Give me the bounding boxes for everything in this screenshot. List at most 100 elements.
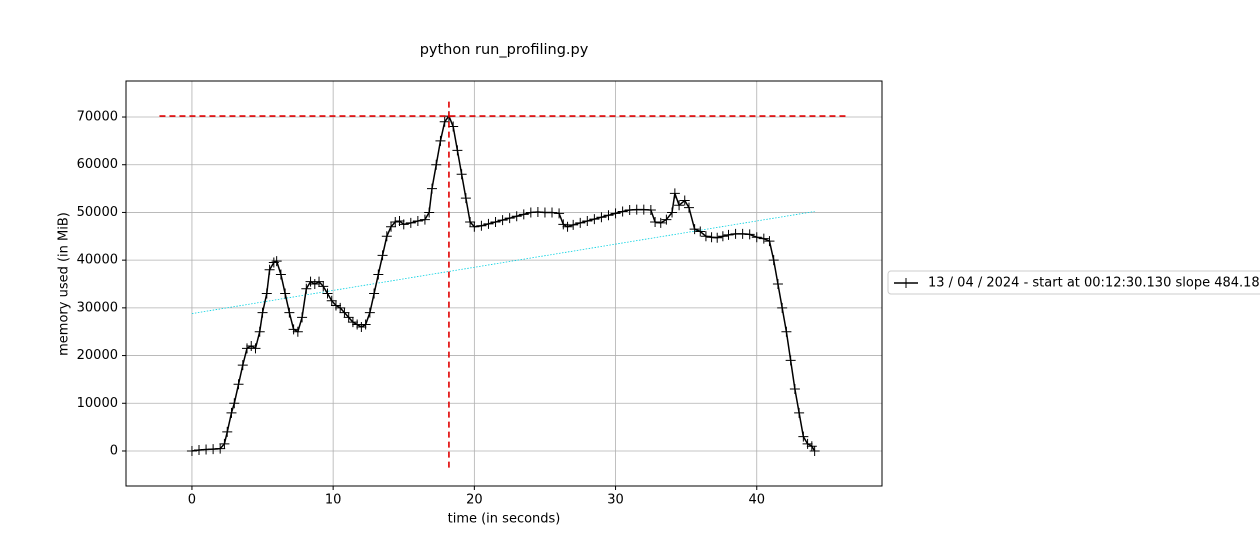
marker (603, 210, 614, 221)
marker (452, 145, 463, 156)
marker (242, 343, 253, 354)
marker (435, 135, 446, 146)
marker (518, 209, 529, 220)
marker (772, 279, 783, 290)
marker (809, 445, 820, 456)
marker (483, 218, 494, 229)
marker (712, 232, 723, 243)
y-tick-label: 0 (110, 443, 118, 458)
marker (679, 195, 690, 206)
marker (547, 207, 558, 218)
marker (275, 269, 286, 280)
marker (768, 255, 779, 266)
marker (254, 326, 265, 337)
marker (764, 236, 775, 247)
marker (669, 188, 680, 199)
marker (330, 300, 341, 311)
marker (695, 226, 706, 237)
marker (674, 200, 685, 211)
marker (476, 220, 487, 231)
marker (339, 307, 350, 318)
marker (490, 216, 501, 227)
x-tick-label: 40 (748, 493, 765, 508)
marker (297, 312, 308, 323)
marker (596, 212, 607, 223)
marker (655, 217, 666, 228)
marker (419, 214, 430, 225)
marker (264, 264, 275, 275)
marker (314, 276, 325, 287)
marker (617, 206, 628, 217)
marker (465, 216, 476, 227)
marker (426, 183, 437, 194)
marker (237, 360, 248, 371)
marker (250, 343, 261, 354)
marker (386, 221, 397, 232)
marker (789, 383, 800, 394)
marker (798, 431, 809, 442)
marker (439, 116, 450, 127)
marker (554, 208, 565, 219)
marker (309, 279, 320, 290)
marker (723, 229, 734, 240)
marker (558, 219, 569, 230)
marker (582, 216, 593, 227)
plot-frame (125, 80, 883, 487)
marker (751, 232, 762, 243)
x-tick-label: 30 (607, 493, 624, 508)
marker (781, 326, 792, 337)
marker (717, 231, 728, 242)
marker (448, 121, 459, 132)
marker (288, 324, 299, 335)
marker (806, 441, 817, 452)
marker (233, 379, 244, 390)
marker (360, 319, 371, 330)
marker (271, 256, 282, 267)
marker (226, 407, 237, 418)
marker (412, 216, 423, 227)
marker (777, 302, 788, 313)
marker (645, 205, 656, 216)
x-tick-label: 10 (325, 493, 342, 508)
marker (744, 229, 755, 240)
y-tick-label: 40000 (77, 253, 118, 268)
marker (280, 288, 291, 299)
marker (347, 317, 358, 328)
marker (667, 207, 678, 218)
marker (511, 211, 522, 222)
marker (460, 193, 471, 204)
marker (504, 213, 515, 224)
marker (186, 445, 197, 456)
marker (381, 231, 392, 242)
marker (343, 312, 354, 323)
marker (562, 221, 573, 232)
marker (322, 288, 333, 299)
marker (650, 216, 661, 227)
marker (356, 321, 367, 332)
marker (610, 208, 621, 219)
marker (424, 207, 435, 218)
marker (215, 443, 226, 454)
marker (352, 319, 363, 330)
marker (405, 217, 416, 228)
y-tick-label: 70000 (77, 110, 118, 125)
marker (246, 341, 257, 352)
marker (785, 355, 796, 366)
marker (689, 224, 700, 235)
marker (373, 269, 384, 280)
y-tick-label: 10000 (77, 396, 118, 411)
marker (390, 216, 401, 227)
x-axis-label: time (in seconds) (448, 512, 561, 527)
legend-box (887, 270, 1260, 295)
marker (377, 250, 388, 261)
marker (219, 438, 230, 449)
marker (301, 283, 312, 294)
marker (794, 407, 805, 418)
trend-line (191, 211, 815, 314)
x-tick-label: 0 (188, 493, 196, 508)
legend-label: 13 / 04 / 2024 - start at 00:12:30.130 s… (928, 276, 1260, 291)
marker (326, 295, 337, 306)
marker (568, 219, 579, 230)
